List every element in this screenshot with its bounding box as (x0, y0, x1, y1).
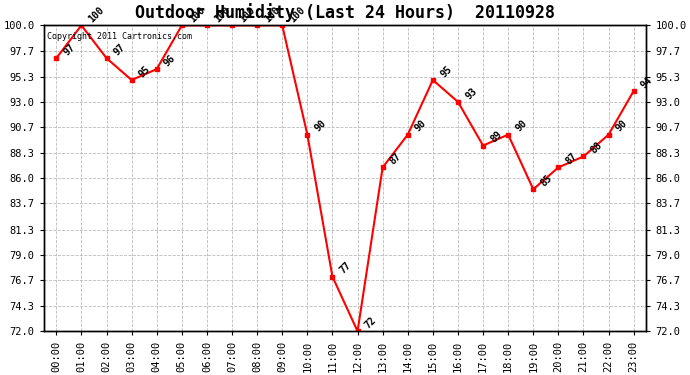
Text: 100: 100 (288, 5, 307, 25)
Text: 100: 100 (87, 5, 106, 25)
Text: 72: 72 (363, 315, 379, 330)
Text: 95: 95 (137, 64, 152, 79)
Text: 94: 94 (639, 75, 655, 90)
Text: 93: 93 (464, 86, 479, 101)
Text: 89: 89 (489, 129, 504, 145)
Text: 97: 97 (112, 42, 128, 57)
Text: 90: 90 (313, 118, 328, 134)
Text: 88: 88 (589, 140, 604, 156)
Text: 77: 77 (338, 261, 353, 276)
Text: 87: 87 (564, 151, 580, 166)
Text: 90: 90 (614, 118, 629, 134)
Text: 90: 90 (514, 118, 529, 134)
Text: 95: 95 (438, 64, 454, 79)
Text: 90: 90 (413, 118, 428, 134)
Text: 100: 100 (188, 5, 207, 25)
Text: 100: 100 (237, 5, 257, 25)
Text: Copyright 2011 Cartronics.com: Copyright 2011 Cartronics.com (47, 32, 192, 40)
Title: Outdoor Humidity (Last 24 Hours)  20110928: Outdoor Humidity (Last 24 Hours) 2011092… (135, 3, 555, 22)
Text: 96: 96 (162, 53, 177, 68)
Text: 100: 100 (263, 5, 282, 25)
Text: 100: 100 (213, 5, 232, 25)
Text: 87: 87 (388, 151, 404, 166)
Text: 85: 85 (539, 173, 554, 189)
Text: 97: 97 (62, 42, 77, 57)
